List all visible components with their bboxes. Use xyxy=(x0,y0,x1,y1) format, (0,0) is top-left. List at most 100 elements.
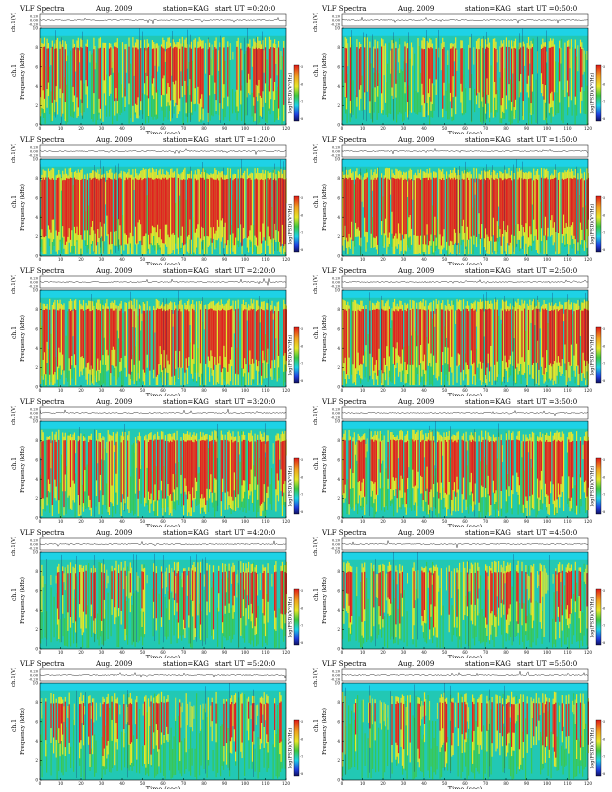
panel-title: VLF Spectra xyxy=(20,136,65,144)
time-tick-label: 30 xyxy=(401,519,407,524)
time-tick-label: 0 xyxy=(341,126,344,131)
freq-axis-label: ch.1 xyxy=(313,195,320,208)
time-tick-label: 120 xyxy=(584,388,592,393)
panel-station: station=KAG xyxy=(163,529,209,537)
spectrogram-panel: VLF Spectra Aug. 2009 station=KAG start UT … xyxy=(310,4,610,134)
time-axis-label: Time (sec) xyxy=(146,392,181,396)
panel-date: Aug. 2009 xyxy=(398,136,435,144)
time-tick-label: 100 xyxy=(241,519,249,524)
colorbar-tick-label: -7 xyxy=(602,231,605,235)
freq-tick-label: 2 xyxy=(35,234,38,239)
panel-start-time: start UT =4:50:0 xyxy=(517,529,578,537)
time-tick-label: 20 xyxy=(78,519,84,524)
colorbar-label: log(PSD)(V²/Hz) xyxy=(589,73,596,114)
ch-tick-label: -0.20 xyxy=(29,285,39,289)
panel-start-time: start UT =0:50:0 xyxy=(517,5,578,13)
spectrogram-panel: VLF Spectra Aug. 2009 station=KAG start UT … xyxy=(8,135,308,265)
time-tick-label: 100 xyxy=(543,519,551,524)
freq-tick-label: 10 xyxy=(33,26,39,31)
freq-axis-label: Frequency (kHz) xyxy=(321,708,328,755)
freq-tick-label: 6 xyxy=(337,719,340,724)
freq-axis-label: ch.1 xyxy=(313,457,320,470)
panel-title: VLF Spectra xyxy=(322,267,367,275)
freq-tick-label: 0 xyxy=(337,123,340,128)
colorbar-tick-label: -6 xyxy=(300,83,303,87)
time-tick-label: 50 xyxy=(140,126,146,131)
time-tick-label: 90 xyxy=(222,781,228,786)
freq-tick-label: 4 xyxy=(337,84,340,89)
freq-axis-label: ch.1 xyxy=(11,326,18,339)
colorbar: -5 -6 -7 -8 log(PSD)(V²/Hz) xyxy=(287,588,303,645)
panel-station: station=KAG xyxy=(465,5,511,13)
time-tick-label: 30 xyxy=(99,257,105,262)
time-tick-label: 60 xyxy=(160,257,166,262)
freq-tick-label: 8 xyxy=(337,569,340,574)
time-tick-label: 60 xyxy=(462,781,468,786)
time-tick-label: 120 xyxy=(584,519,592,524)
freq-tick-label: 6 xyxy=(35,588,38,593)
freq-tick-label: 4 xyxy=(35,346,38,351)
ch-tick-label: 0.20 xyxy=(332,15,341,19)
freq-tick-label: 2 xyxy=(35,627,38,632)
time-tick-label: 40 xyxy=(119,257,125,262)
ch-axis-label: ch.1(V) xyxy=(312,275,319,294)
freq-tick-label: 4 xyxy=(337,608,340,613)
freq-tick-label: 0 xyxy=(35,516,38,521)
time-tick-label: 100 xyxy=(543,650,551,655)
time-tick-label: 10 xyxy=(360,781,366,786)
time-tick-label: 40 xyxy=(119,519,125,524)
panel-station: station=KAG xyxy=(163,398,209,406)
freq-axis-label: Frequency (kHz) xyxy=(19,708,26,755)
ch-tick-label: 0.20 xyxy=(30,15,39,19)
freq-tick-label: 10 xyxy=(335,157,341,162)
colorbar-label: log(PSD)(V²/Hz) xyxy=(287,466,294,507)
ch-tick-label: 0.20 xyxy=(332,146,341,150)
time-tick-label: 10 xyxy=(360,519,366,524)
time-axis-label: Time (sec) xyxy=(146,130,181,134)
freq-tick-label: 6 xyxy=(35,457,38,462)
time-tick-label: 90 xyxy=(222,650,228,655)
ch-tick-label: 0.00 xyxy=(30,412,39,416)
time-tick-label: 100 xyxy=(241,650,249,655)
time-tick-label: 100 xyxy=(543,781,551,786)
time-tick-label: 40 xyxy=(119,650,125,655)
time-tick-label: 100 xyxy=(543,388,551,393)
panel-date: Aug. 2009 xyxy=(96,660,133,668)
freq-axis-label: Frequency (kHz) xyxy=(19,184,26,231)
time-tick-label: 110 xyxy=(564,781,572,786)
time-tick-label: 60 xyxy=(462,126,468,131)
panel-date: Aug. 2009 xyxy=(96,5,133,13)
time-tick-label: 90 xyxy=(524,388,530,393)
time-axis-label: Time (sec) xyxy=(146,654,181,658)
ch-tick-label: -0.20 xyxy=(331,285,341,289)
colorbar-tick-label: -5 xyxy=(602,589,605,593)
time-tick-label: 90 xyxy=(222,126,228,131)
time-tick-label: 50 xyxy=(442,126,448,131)
time-tick-label: 0 xyxy=(341,519,344,524)
freq-axis-label: ch.1 xyxy=(11,457,18,470)
freq-tick-label: 8 xyxy=(35,569,38,574)
ch-axis-label: ch.1(V) xyxy=(10,406,17,425)
time-tick-label: 0 xyxy=(39,257,42,262)
time-tick-label: 0 xyxy=(341,781,344,786)
spectrogram-panel: VLF Spectra Aug. 2009 station=KAG start UT … xyxy=(310,397,610,527)
freq-tick-label: 10 xyxy=(335,681,341,686)
panel-date: Aug. 2009 xyxy=(96,136,133,144)
panel-station: station=KAG xyxy=(163,267,209,275)
waveform-strip: 0.200.00-0.20 ch.1(V) xyxy=(10,144,287,163)
colorbar-tick-label: -5 xyxy=(300,65,303,69)
panel-date: Aug. 2009 xyxy=(398,267,435,275)
freq-tick-label: 8 xyxy=(35,176,38,181)
time-tick-label: 10 xyxy=(360,388,366,393)
freq-tick-label: 2 xyxy=(337,234,340,239)
freq-axis-label: ch.1 xyxy=(11,719,18,732)
ch-tick-label: 0.20 xyxy=(332,539,341,543)
colorbar-tick-label: -6 xyxy=(602,476,605,480)
time-tick-label: 0 xyxy=(341,650,344,655)
ch-axis-label: ch.1(V) xyxy=(10,537,17,556)
colorbar-tick-label: -7 xyxy=(602,755,605,759)
waveform-trace xyxy=(341,147,589,155)
